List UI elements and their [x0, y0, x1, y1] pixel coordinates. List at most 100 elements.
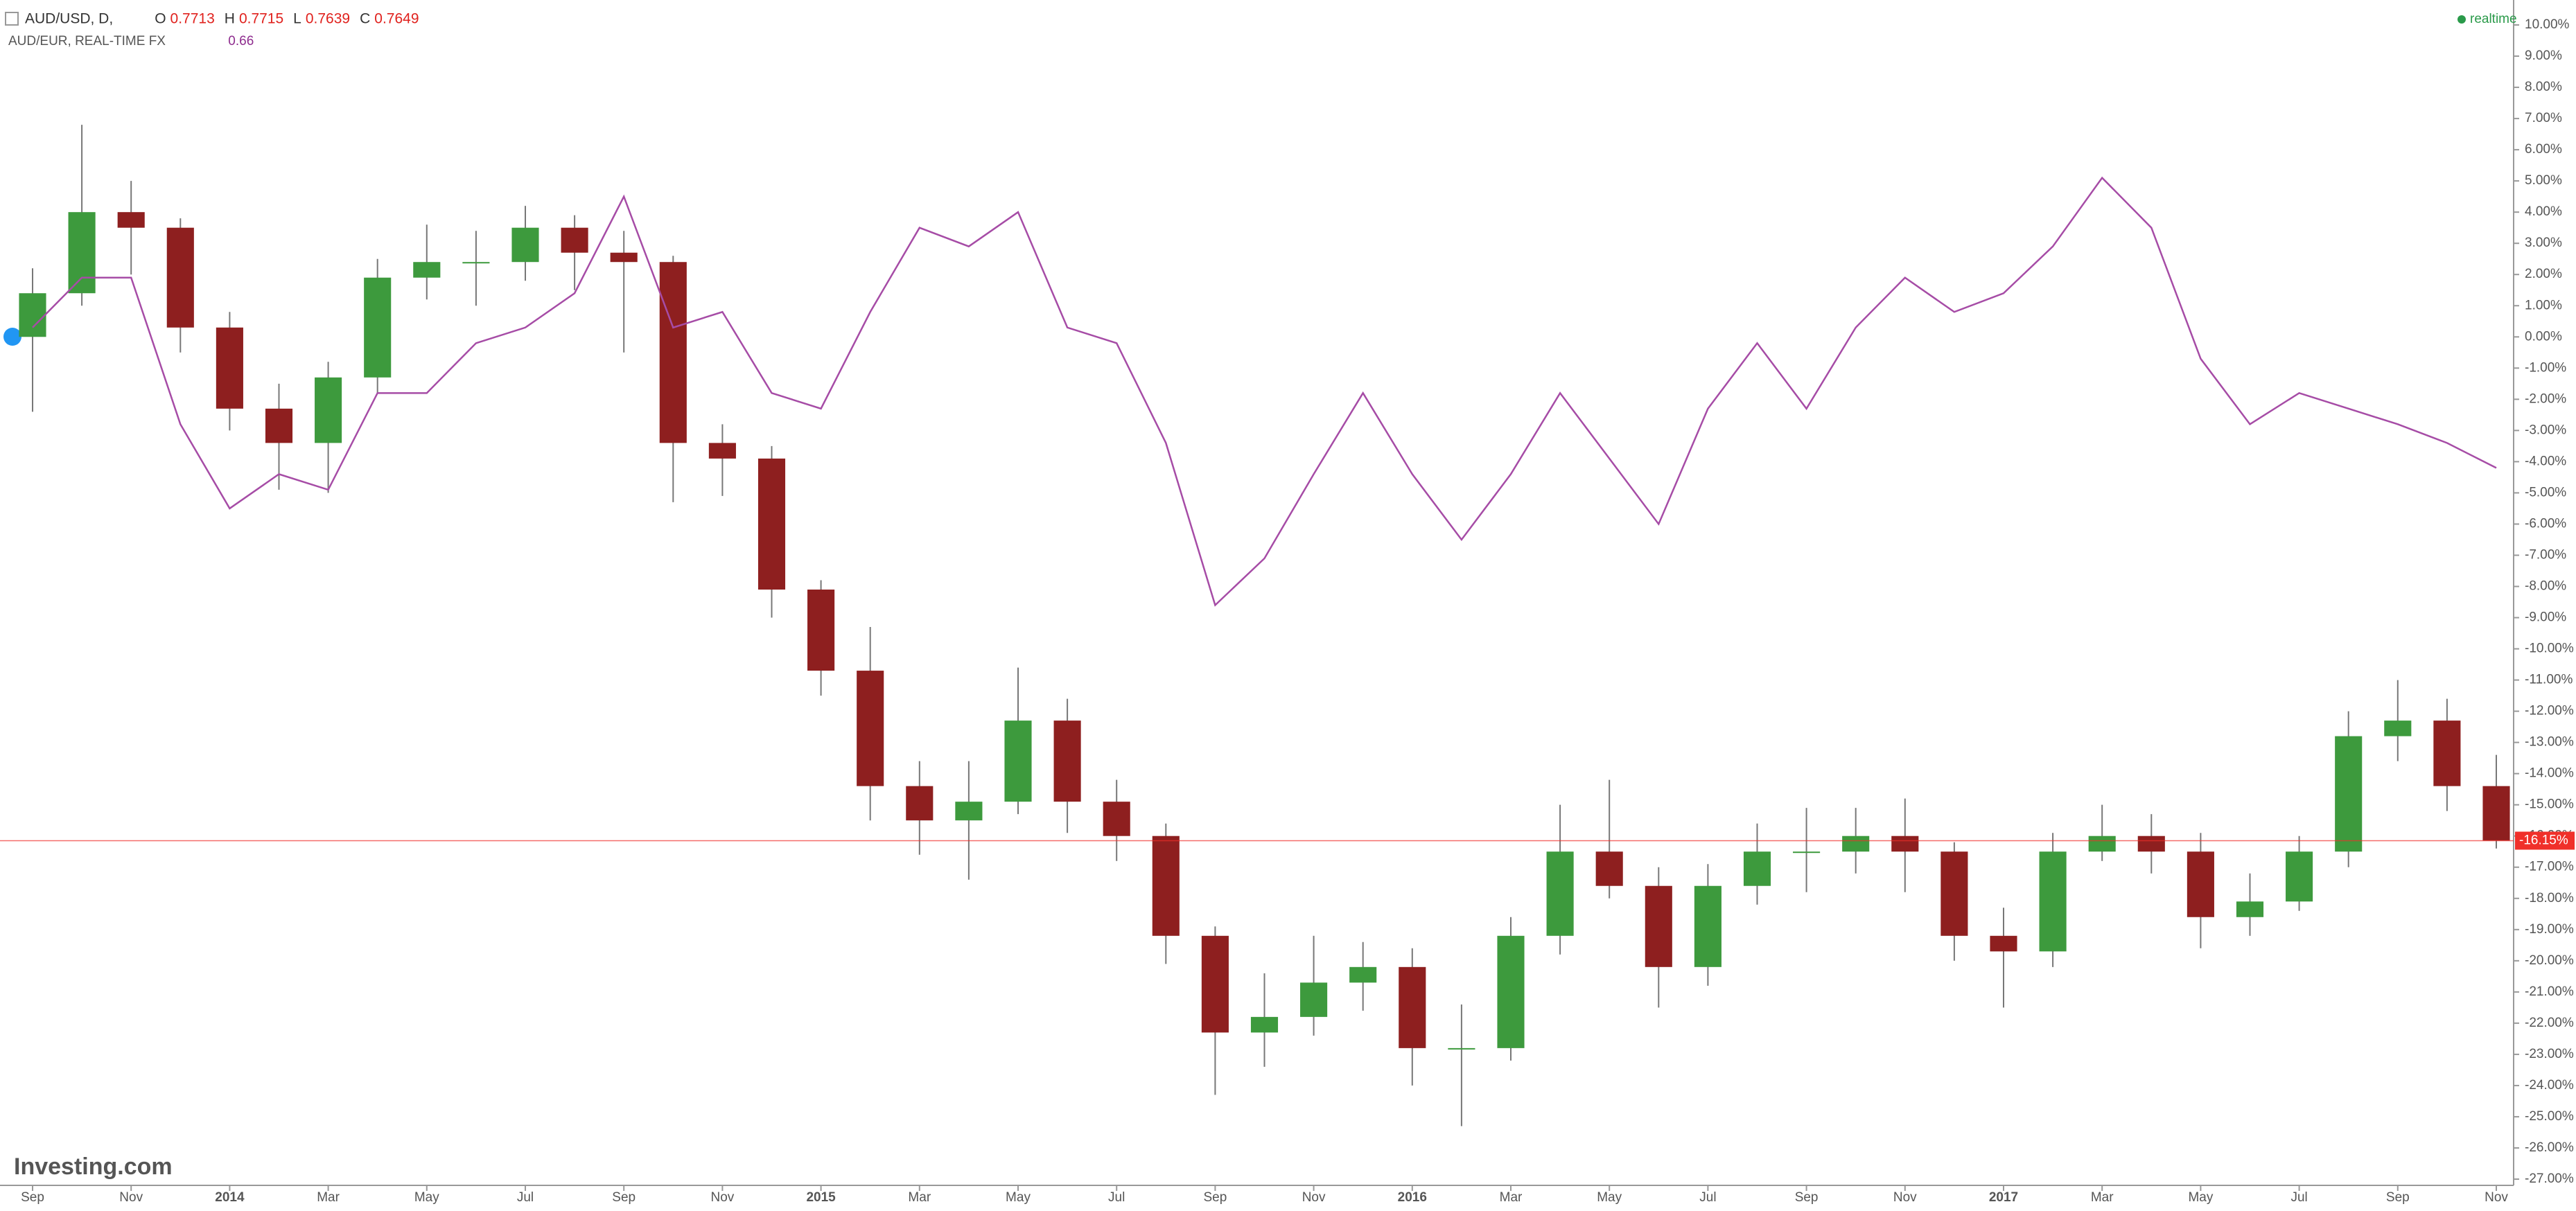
x-tick-label: Nov — [1893, 1190, 1917, 1205]
candle-body — [807, 589, 835, 671]
y-tick-label: -9.00% — [2525, 610, 2566, 625]
y-tick-label: -11.00% — [2525, 673, 2573, 687]
candle-body — [1546, 851, 1574, 936]
x-tick-label: Nov — [711, 1190, 735, 1205]
series-name: AUD/USD, D, — [25, 11, 113, 27]
candle-body — [1891, 836, 1919, 852]
candle-body — [1694, 885, 1721, 967]
x-tick-label: Nov — [119, 1190, 143, 1205]
candle-body — [166, 227, 194, 328]
y-tick-label: 1.00% — [2525, 298, 2562, 312]
y-tick-label: -4.00% — [2525, 454, 2566, 468]
y-tick-label: -17.00% — [2525, 860, 2574, 874]
candle-body — [708, 443, 736, 459]
x-tick-label: 2014 — [215, 1190, 245, 1205]
watermark: Investing.com — [14, 1153, 173, 1180]
y-tick-label: -1.00% — [2525, 360, 2566, 375]
y-tick-label: 5.00% — [2525, 173, 2562, 188]
candle-body — [2482, 786, 2510, 841]
x-tick-label: May — [1006, 1190, 1031, 1205]
candle-body — [462, 262, 490, 264]
ohlc-value: 0.7715 — [239, 11, 283, 27]
x-tick-label: 2017 — [1989, 1190, 2018, 1205]
candle-body — [1940, 851, 1968, 936]
candle-body — [19, 293, 46, 337]
ohlc-key: C — [360, 11, 370, 27]
x-tick-label: Mar — [1500, 1190, 1523, 1205]
candle-body — [1300, 982, 1328, 1017]
x-tick-label: Sep — [1795, 1190, 1819, 1205]
candle-body — [117, 212, 145, 228]
candle-body — [2187, 851, 2214, 917]
candle-body — [610, 252, 638, 263]
x-tick-label: Jul — [517, 1190, 534, 1205]
candle-body — [561, 227, 588, 253]
ohlc-key: O — [155, 11, 166, 27]
y-tick-label: -6.00% — [2525, 516, 2566, 531]
y-tick-label: -8.00% — [2525, 579, 2566, 594]
y-tick-label: 10.00% — [2525, 17, 2570, 32]
candle-body — [857, 671, 884, 786]
y-tick-label: 4.00% — [2525, 204, 2562, 219]
x-tick-label: Mar — [2091, 1190, 2114, 1205]
ohlc-value: 0.7713 — [170, 11, 215, 27]
candle-body — [2384, 721, 2412, 736]
ohlc-key: L — [293, 11, 301, 27]
candle-body — [2236, 901, 2264, 917]
y-tick-label: -12.00% — [2525, 704, 2574, 718]
candle-body — [1793, 851, 1821, 854]
y-tick-label: -2.00% — [2525, 391, 2566, 406]
x-tick-label: Sep — [612, 1190, 636, 1205]
x-tick-label: May — [1597, 1190, 1622, 1205]
y-tick-label: -21.00% — [2525, 984, 2574, 999]
x-tick-label: Mar — [908, 1190, 931, 1205]
y-tick-label: -22.00% — [2525, 1016, 2574, 1030]
candle-body — [1645, 885, 1672, 967]
candle-body — [906, 786, 934, 821]
y-tick-label: 8.00% — [2525, 80, 2562, 94]
y-tick-label: -20.00% — [2525, 953, 2574, 968]
y-tick-label: -23.00% — [2525, 1047, 2574, 1061]
x-tick-label: Jul — [2290, 1190, 2307, 1205]
candle-body — [757, 458, 786, 590]
y-tick-label: -3.00% — [2525, 423, 2566, 437]
candle-body — [2039, 851, 2067, 952]
y-tick-label: -14.00% — [2525, 766, 2574, 781]
line-series — [32, 176, 2497, 607]
candle-body — [1990, 935, 2017, 952]
y-tick-label: -24.00% — [2525, 1078, 2574, 1093]
candle-body — [1595, 851, 1623, 886]
y-tick-label: -27.00% — [2525, 1172, 2574, 1186]
last-value: 0.66 — [228, 34, 254, 48]
candle-body — [1497, 935, 1525, 1048]
y-tick-label: -5.00% — [2525, 485, 2566, 500]
marker-icon — [3, 328, 21, 346]
y-tick-label: -19.00% — [2525, 922, 2574, 937]
candle-body — [1448, 1048, 1475, 1050]
candle-body — [265, 408, 293, 443]
candle-body — [955, 802, 983, 821]
candle-body — [1152, 836, 1180, 936]
ohlc-value: 0.7639 — [306, 11, 350, 27]
y-tick-label: -15.00% — [2525, 797, 2574, 812]
candle-body — [68, 212, 96, 294]
candle-body — [1201, 935, 1229, 1033]
candle-body — [2088, 836, 2116, 852]
y-tick-label: -13.00% — [2525, 735, 2574, 750]
y-tick-label: 6.00% — [2525, 142, 2562, 157]
candle-body — [1842, 836, 1870, 852]
candle-body — [511, 227, 539, 263]
candle-body — [1743, 851, 1771, 886]
x-tick-label: Nov — [2485, 1190, 2508, 1205]
candle-body — [1053, 721, 1081, 802]
candle-body — [1250, 1016, 1279, 1033]
x-tick-label: Sep — [2386, 1190, 2410, 1205]
collapse-icon[interactable] — [5, 12, 19, 26]
y-tick-label: 2.00% — [2525, 267, 2562, 281]
x-tick-label: Sep — [1203, 1190, 1227, 1205]
candle-body — [1103, 802, 1130, 836]
ohlc-key: H — [225, 11, 235, 27]
x-tick-label: 2016 — [1398, 1190, 1427, 1205]
y-tick-label: -18.00% — [2525, 891, 2574, 905]
